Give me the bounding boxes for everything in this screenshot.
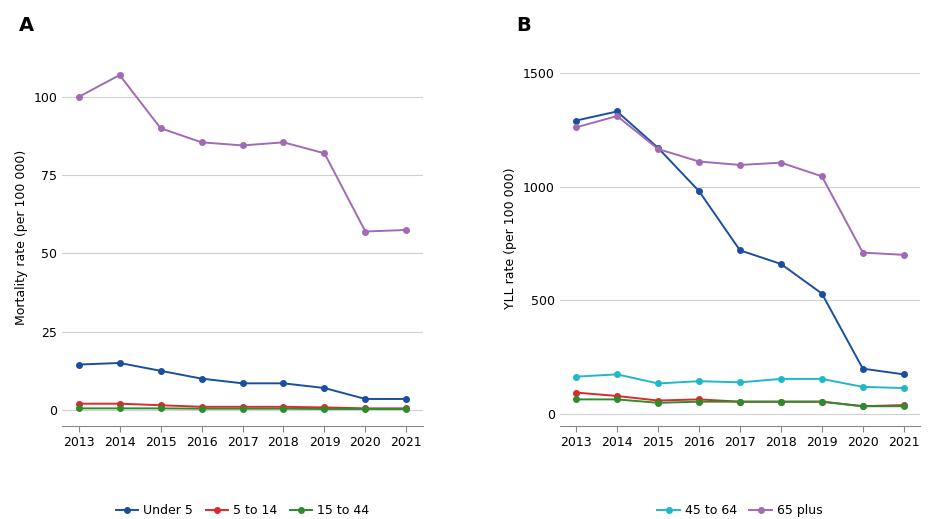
Legend: 45 to 64, 65 plus: 45 to 64, 65 plus [652, 499, 827, 519]
Y-axis label: YLL rate (per 100 000): YLL rate (per 100 000) [505, 167, 518, 308]
Text: A: A [19, 16, 34, 35]
Legend: Under 5, 5 to 14, 15 to 44: Under 5, 5 to 14, 15 to 44 [110, 499, 374, 519]
Text: B: B [517, 16, 532, 35]
Y-axis label: Mortality rate (per 100 000): Mortality rate (per 100 000) [15, 150, 28, 325]
